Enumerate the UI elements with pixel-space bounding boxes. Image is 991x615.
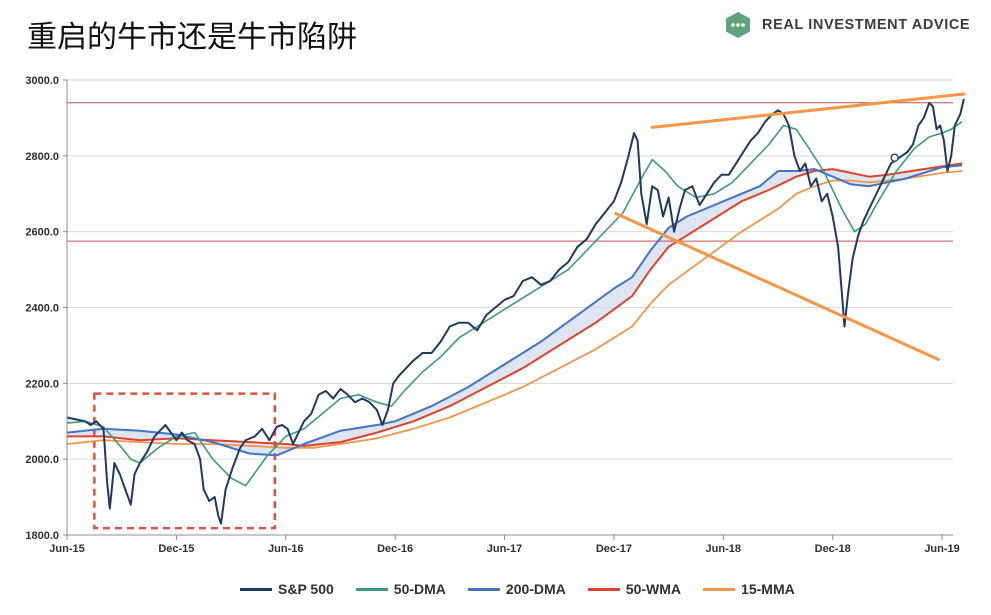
data-point-marker: [890, 153, 899, 162]
highlight-box: [93, 392, 277, 530]
x-tick-label: Jun-16: [268, 543, 303, 555]
legend-item: 200-DMA: [467, 581, 566, 597]
x-tick-label: Jun-17: [487, 543, 522, 555]
chart-title: 重启的牛市还是牛市陷阱: [27, 20, 357, 55]
reference-lines: [67, 102, 953, 530]
x-tick-label: Dec-15: [158, 543, 194, 555]
legend-item: 50-WMA: [587, 581, 682, 597]
brand-name: REAL INVESTMENT ADVICE: [762, 17, 971, 33]
x-tick-label: Jun-18: [706, 543, 741, 555]
y-tick-label: 2000.0: [25, 454, 59, 466]
y-tick-label: 2600.0: [25, 227, 59, 239]
y-tick-label: 2800.0: [25, 151, 59, 163]
x-tick-label: Dec-16: [377, 543, 413, 555]
brand-logo-icon: [726, 12, 750, 38]
x-tick-label: Dec-18: [815, 543, 851, 555]
legend-swatch: [240, 587, 272, 591]
trend-lines: [614, 92, 966, 361]
series-lines: [66, 98, 965, 525]
grid-lines: [67, 79, 953, 460]
axes: [63, 79, 953, 540]
tick-labels: 3000.0 2800.0 2600.0 2400.0 2200.0 2000.0 1800…: [25, 75, 959, 555]
y-tick-label: 1800.0: [25, 530, 59, 542]
y-tick-label: 2200.0: [25, 378, 59, 390]
x-tick-label: Jun-15: [49, 543, 84, 555]
legend-label: 200-DMA: [505, 581, 566, 597]
x-tick-label: Dec-17: [596, 543, 632, 555]
trend-line: [614, 211, 940, 361]
series-line-dma50: [66, 121, 963, 487]
series-line-dma200: [66, 164, 963, 457]
legend-label: 50-DMA: [393, 581, 446, 597]
legend-label: S&P 500: [278, 581, 334, 597]
x-tick-label: Jun-19: [924, 543, 959, 555]
legend-swatch: [703, 587, 736, 591]
legend-item: 15-MMA: [703, 581, 795, 597]
legend-swatch: [587, 587, 620, 591]
trend-line: [650, 92, 966, 129]
legend: S&P 500 50-DMA 200-DMA 50-WMA 15-MMA: [240, 581, 817, 597]
legend-item: S&P 500: [240, 581, 334, 597]
y-tick-label: 3000.0: [25, 75, 59, 87]
legend-label: 15-MMA: [741, 581, 795, 597]
series-line-mma15: [66, 170, 963, 449]
legend-swatch: [355, 587, 388, 591]
legend-label: 50-WMA: [625, 581, 682, 597]
brand: REAL INVESTMENT ADVICE: [724, 8, 970, 42]
legend-swatch: [467, 587, 500, 591]
y-tick-label: 2400.0: [25, 303, 59, 315]
series-line-sp500: [66, 98, 965, 525]
series-line-wma50: [67, 162, 963, 447]
legend-item: 50-DMA: [355, 581, 446, 597]
